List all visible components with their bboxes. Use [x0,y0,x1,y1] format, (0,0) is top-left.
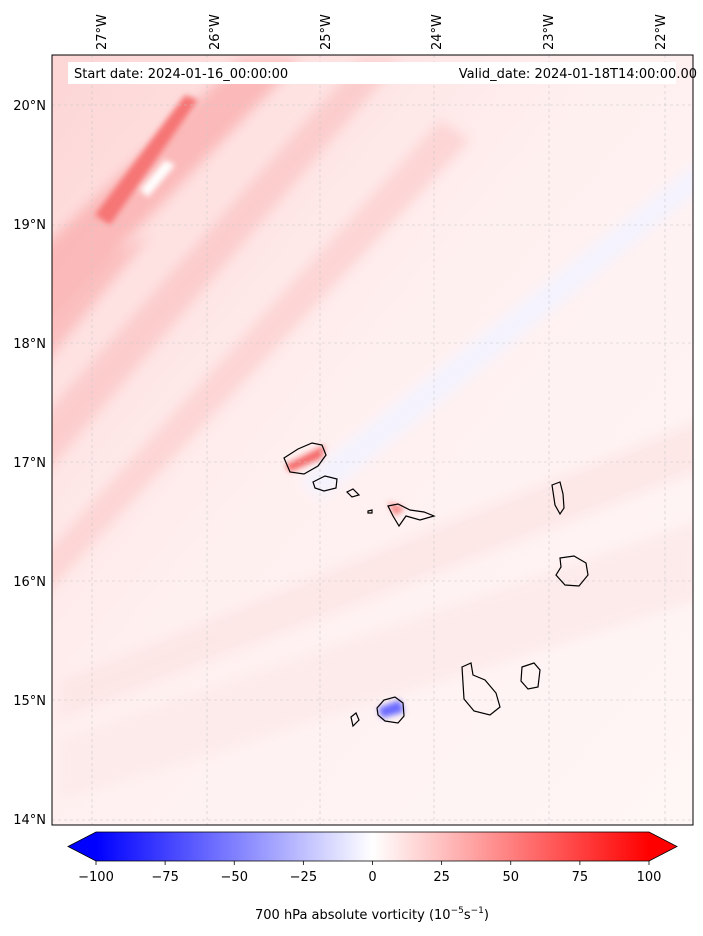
colorbar-label-mid: s [464,908,471,923]
island-santiago [461,662,501,716]
island-santa-luzia [345,488,361,498]
colorbar-label: 700 hPa absolute vorticity (10−5s−1) [255,906,489,923]
island-sao-nicolau [387,503,436,528]
lat-tick-label: 19°N [13,218,46,233]
header-box [68,62,676,84]
start-date-label: Start date: 2024-01-16_00:00:00 [74,67,288,82]
lon-tick-label: 23°W [542,14,557,50]
lon-tick-label: 25°W [319,14,334,50]
island-fogo [376,696,405,724]
colorbar-tick-label: −25 [290,870,317,885]
island-sao-vicente [312,475,338,492]
gridlines [52,55,693,825]
island-boa-vista [555,555,589,587]
lat-tick-label: 20°N [13,99,46,114]
colorbar-label-text: 700 hPa absolute vorticity (10 [255,908,451,923]
colorbar-label-exp1: −5 [451,906,464,916]
island-sal [551,481,565,516]
map-frame [51,54,694,826]
colorbar-tick-label: 50 [502,870,519,885]
colorbar-tick-label: −75 [151,870,178,885]
lon-tick-label: 27°W [95,14,110,50]
island-branco [367,509,373,514]
lat-tick-label: 18°N [13,337,46,352]
colorbar-tick-label: 75 [572,870,589,885]
lon-tick-labels: 27°W 26°W 25°W 24°W 23°W 22°W [95,14,669,50]
coastlines [283,442,589,728]
colorbar-high-extension [649,832,677,861]
lon-tick-label: 22°W [654,14,669,50]
valid-date-label: Valid_date: 2024-01-18T14:00:00.00 [459,67,697,82]
colorbar-low-extension [68,832,96,861]
lon-tick-label: 24°W [430,14,445,50]
colorbar: −100 −75 −50 −25 0 25 50 75 100 700 hPa absolute… [67,831,678,923]
lat-tick-label: 17°N [13,456,46,471]
colorbar-tick-label: −50 [221,870,248,885]
colorbar-tick-label: 0 [368,870,376,885]
island-maio [520,662,541,690]
colorbar-label-end: ) [484,908,489,923]
colorbar-tick-label: −100 [78,870,114,885]
colorbar-body [96,832,649,861]
island-brava [350,712,360,728]
lat-tick-label: 15°N [13,694,46,709]
lat-tick-label: 16°N [13,575,46,590]
colorbar-label-exp2: −1 [471,906,484,916]
lat-tick-label: 14°N [13,813,46,828]
lat-tick-labels: 20°N 19°N 18°N 17°N 16°N 15°N 14°N [13,99,46,828]
colorbar-tick-label: 100 [637,870,662,885]
colorbar-tick-label: 25 [433,870,450,885]
lon-tick-label: 26°W [208,14,223,50]
vorticity-field [52,55,693,825]
colorbar-ticks: −100 −75 −50 −25 0 25 50 75 100 [78,861,661,885]
island-santo-antao [283,442,327,475]
